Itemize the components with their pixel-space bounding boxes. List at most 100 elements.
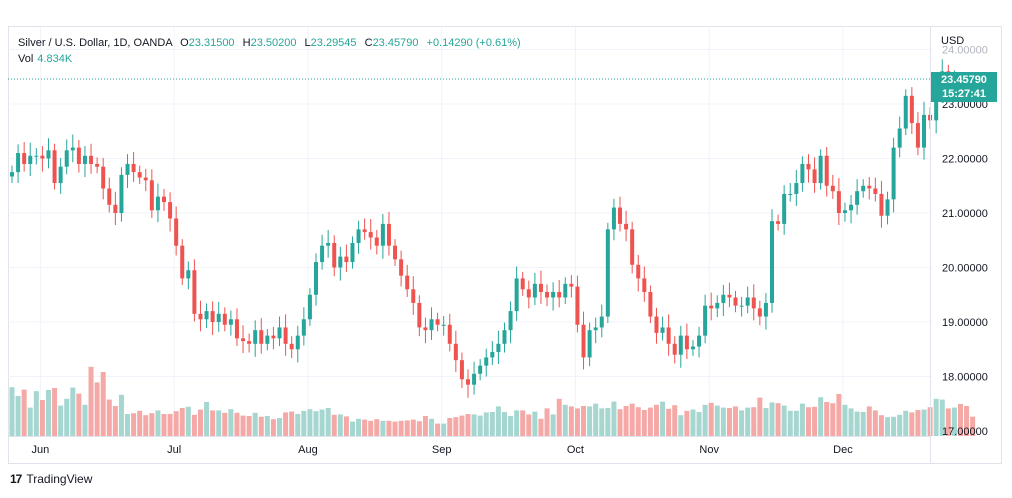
candle-body <box>934 93 939 121</box>
volume-bar <box>745 407 751 436</box>
candle-body <box>46 150 51 159</box>
candle <box>599 304 604 338</box>
volume-bar <box>605 408 611 436</box>
candle-body <box>149 180 154 211</box>
candle <box>277 316 282 346</box>
y-tick-label: 24.00000 <box>942 45 988 57</box>
volume-bar <box>951 407 957 436</box>
candle <box>672 336 677 364</box>
volume-bar <box>611 401 617 436</box>
volume-bar <box>945 408 951 436</box>
candle-body <box>593 327 598 331</box>
candle-body <box>782 193 787 224</box>
candle <box>581 311 586 370</box>
candle <box>684 323 689 360</box>
volume-bar <box>866 406 872 436</box>
volume-bar <box>885 417 891 436</box>
candle-body <box>253 330 258 344</box>
y-tick-label: 21.00000 <box>942 208 988 220</box>
candle-body <box>192 270 197 314</box>
high-value: 23.50200 <box>250 37 297 49</box>
candle-body <box>563 283 568 298</box>
candle-body <box>538 283 543 293</box>
candle-body <box>751 297 756 309</box>
candle <box>466 369 470 398</box>
candle-body <box>222 313 227 325</box>
candle-body <box>386 223 391 246</box>
open-label: O <box>180 37 189 49</box>
candle-body <box>587 330 592 358</box>
candle-body <box>332 242 337 268</box>
candle <box>222 307 227 332</box>
volume-bar <box>386 420 392 436</box>
candle-body <box>125 163 130 175</box>
brand-name: TradingView <box>26 472 93 486</box>
candle-body <box>824 155 829 186</box>
volume-legend: Vol 4.834K <box>18 51 72 67</box>
candle-body <box>259 330 264 344</box>
candle <box>478 359 483 381</box>
volume-bar <box>684 410 690 436</box>
candle <box>119 167 124 222</box>
candle-body <box>307 294 312 320</box>
volume-bar <box>15 396 21 436</box>
candle <box>162 189 166 211</box>
volume-bar <box>781 405 787 436</box>
volume-bar <box>343 416 349 436</box>
volume-bar <box>465 414 471 436</box>
volume-bar <box>489 412 495 436</box>
candle-body <box>891 147 896 200</box>
candle-body <box>812 169 817 184</box>
candle <box>824 147 829 197</box>
candle-body <box>10 172 14 177</box>
high-label: H <box>242 37 251 49</box>
y-tick-label: 18.00000 <box>942 372 988 384</box>
candle <box>690 339 695 356</box>
open-value: 23.31500 <box>188 37 235 49</box>
x-tick-label: Jul <box>167 444 181 456</box>
candle-body <box>368 232 373 238</box>
candle-body <box>690 346 695 350</box>
volume-bar <box>21 389 27 436</box>
candle <box>192 259 197 322</box>
candle <box>380 214 385 259</box>
candle <box>830 174 835 199</box>
volume-label[interactable]: Vol <box>18 53 34 65</box>
volume-bar <box>629 403 635 436</box>
candle-body <box>399 259 404 276</box>
volume-bar <box>471 414 477 436</box>
candle <box>368 218 373 250</box>
volume-bar <box>349 421 355 436</box>
y-tick-label: 23.00000 <box>942 99 988 111</box>
candle-body <box>581 324 586 358</box>
candle <box>891 137 896 213</box>
volume-bar <box>872 410 878 436</box>
volume-bar <box>264 416 270 436</box>
candle-body <box>247 341 252 344</box>
candle-body <box>131 163 136 173</box>
candle <box>727 282 732 308</box>
volume-bar <box>891 416 897 436</box>
volume-bar <box>82 404 88 436</box>
y-axis: 17.00000 18.00000 19.00000 20.00000 21.00000… <box>930 27 988 463</box>
volume-bar <box>909 412 915 436</box>
candle-body <box>909 95 914 124</box>
candle-body <box>660 327 665 333</box>
volume-bar <box>380 420 386 436</box>
candle-body <box>703 305 708 336</box>
volume-bar <box>246 416 252 436</box>
candle-body <box>277 327 282 339</box>
volume-value: 4.834K <box>37 53 73 65</box>
footer-brand[interactable]: 17 TradingView <box>10 472 92 486</box>
volume-bar <box>805 407 811 436</box>
volume-bar <box>137 410 143 436</box>
symbol-title[interactable]: Silver / U.S. Dollar, 1D, OANDA <box>18 37 173 49</box>
candle <box>447 313 452 352</box>
volume-bar <box>435 423 441 436</box>
candle-body <box>283 327 288 344</box>
candle <box>806 154 811 183</box>
volume-bar <box>957 404 963 436</box>
candle <box>314 253 318 306</box>
candle <box>76 139 81 173</box>
